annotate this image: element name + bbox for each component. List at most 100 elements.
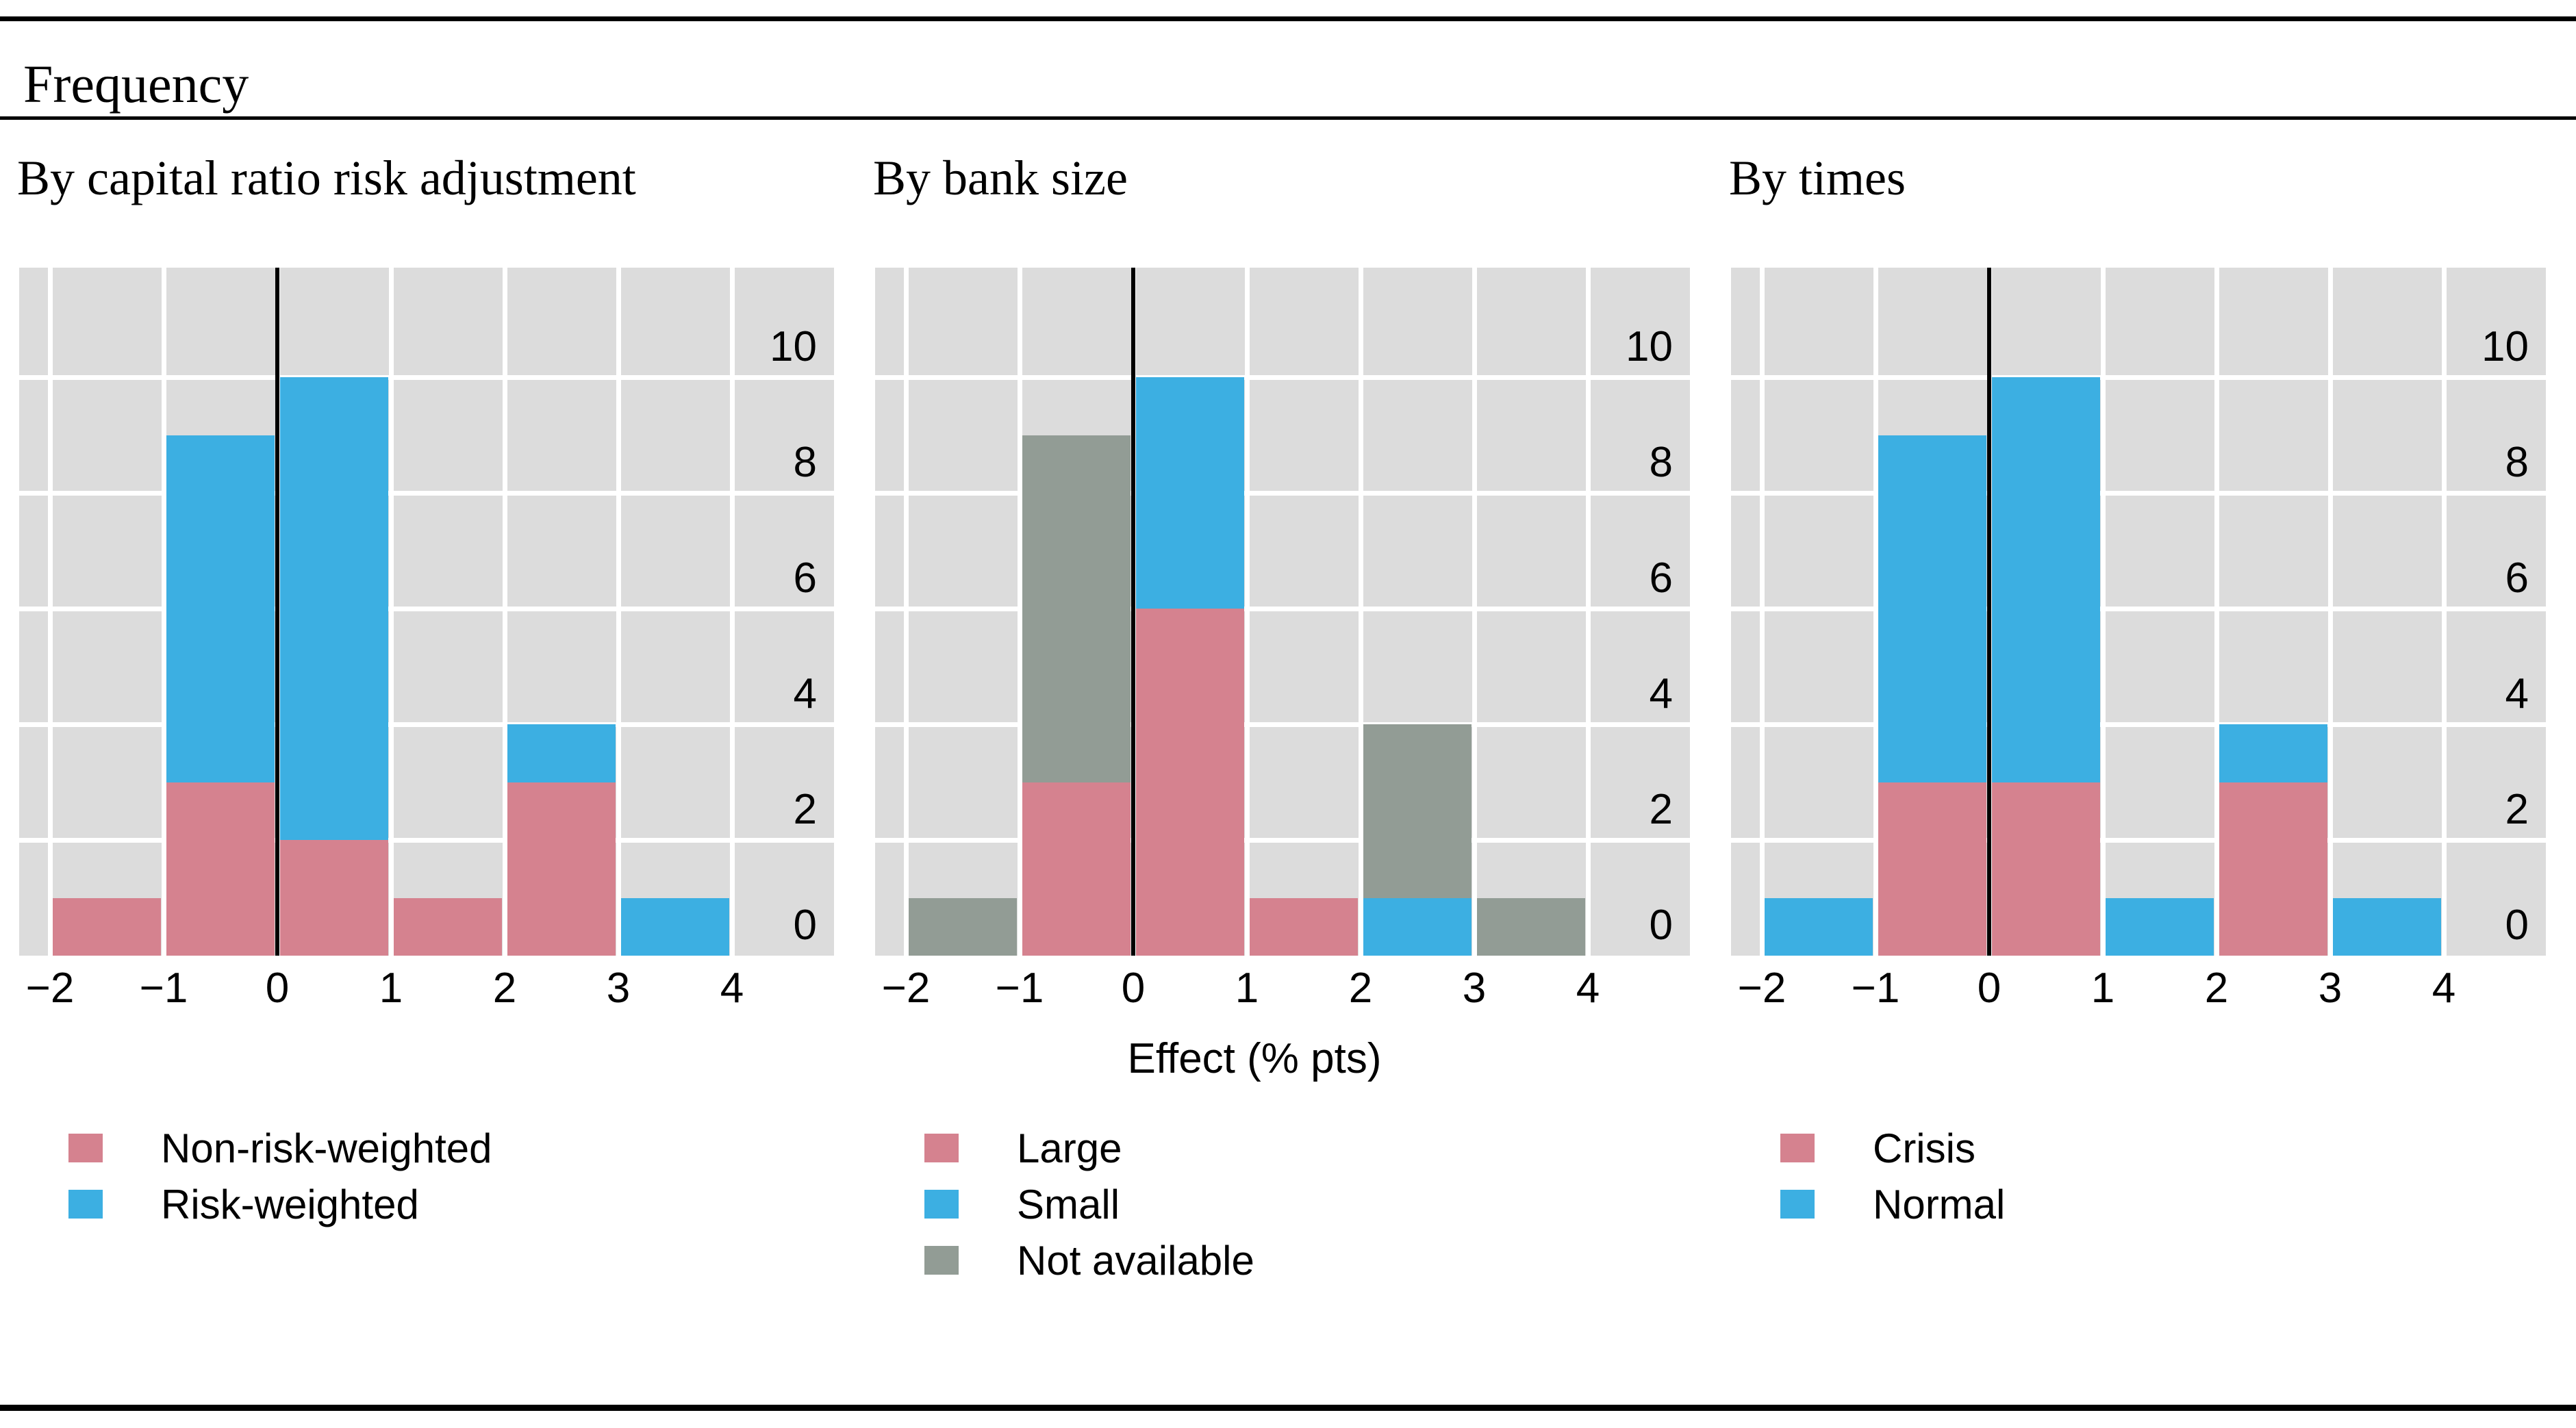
bar-segment	[2219, 782, 2327, 956]
x-tick-label: −2	[1737, 965, 1786, 1012]
y-tick-label: 4	[1649, 670, 1673, 717]
y-tick-label: 8	[2505, 439, 2529, 486]
v-gridline	[2100, 268, 2106, 956]
legend-swatch	[1780, 1134, 1815, 1162]
legend-label: Small	[1017, 1182, 1120, 1227]
x-tick-label: 2	[2204, 965, 2229, 1012]
x-tick-label: 1	[1235, 965, 1259, 1012]
bar-segment	[1022, 435, 1131, 782]
bar-segment	[621, 897, 729, 956]
x-tick-label: 4	[1576, 965, 1600, 1012]
top-rule	[0, 16, 2576, 21]
y-tick-label: 2	[1649, 786, 1673, 833]
x-tick-label: 3	[606, 965, 631, 1012]
bar-segment	[1878, 435, 1986, 782]
legend-label: Non-risk-weighted	[161, 1125, 492, 1171]
bottom-rule	[0, 1405, 2576, 1411]
v-gridline	[47, 268, 53, 956]
y-tick-label: 0	[793, 902, 817, 949]
x-tick-label: 3	[1462, 965, 1487, 1012]
legend-label: Not available	[1017, 1238, 1254, 1284]
bar-segment	[909, 897, 1017, 956]
x-axis-title: Effect (% pts)	[1127, 1035, 1382, 1082]
h-gridline	[875, 374, 1690, 380]
bar-segment	[1250, 897, 1358, 956]
h-gridline	[19, 374, 834, 380]
v-gridline	[1759, 268, 1765, 956]
bar-segment	[53, 897, 161, 956]
v-gridline	[1585, 268, 1591, 956]
h-gridline	[19, 837, 834, 843]
plot-area-2: 0 2 4 6 8 10	[875, 268, 1690, 956]
title-divider-rule	[0, 116, 2576, 120]
bar-segment	[2106, 897, 2214, 956]
y-tick-label: 0	[1649, 902, 1673, 949]
h-gridline	[875, 606, 1690, 611]
y-tick-label: 4	[793, 670, 817, 717]
h-gridline	[1731, 837, 2546, 843]
figure-title: Frequency	[23, 54, 249, 114]
bar-segment	[507, 724, 616, 782]
x-tick-label: 1	[379, 965, 403, 1012]
h-gridline	[875, 490, 1690, 496]
x-tick-label: 4	[720, 965, 744, 1012]
y-tick-label: 10	[1626, 323, 1673, 370]
h-gridline	[1731, 490, 2546, 496]
x-tick-label: −1	[139, 965, 188, 1012]
v-gridline	[616, 268, 621, 956]
y-tick-label: 8	[793, 439, 817, 486]
x-tick-label: 2	[492, 965, 517, 1012]
bar-segment	[1363, 897, 1472, 956]
bar-segment	[1136, 609, 1244, 956]
legend-swatch	[924, 1134, 959, 1162]
x-tick-label: 0	[265, 965, 290, 1012]
bar-segment	[1992, 377, 2100, 782]
bar-segment	[507, 782, 616, 956]
h-gridline	[875, 722, 1690, 727]
panel-title-1: By capital ratio risk adjustment	[17, 151, 636, 205]
zero-axis-line	[1987, 268, 1991, 956]
bar-segment	[1477, 897, 1585, 956]
h-gridline	[19, 606, 834, 611]
v-gridline	[2214, 268, 2219, 956]
x-tick-label: 1	[2091, 965, 2115, 1012]
x-tick-label: 0	[1977, 965, 2002, 1012]
v-gridline	[161, 268, 166, 956]
x-tick-label: −2	[25, 965, 75, 1012]
y-tick-label: 6	[2505, 554, 2529, 602]
y-tick-label: 4	[2505, 670, 2529, 717]
x-tick-label: −1	[1851, 965, 1900, 1012]
legend-swatch	[924, 1190, 959, 1219]
v-gridline	[502, 268, 507, 956]
v-gridline	[1358, 268, 1363, 956]
y-tick-label: 6	[1649, 554, 1673, 602]
v-gridline	[2441, 268, 2447, 956]
v-gridline	[1472, 268, 1477, 956]
legend-label: Large	[1017, 1125, 1122, 1171]
x-tick-label: 3	[2318, 965, 2343, 1012]
v-gridline	[729, 268, 735, 956]
bar-segment	[1022, 782, 1131, 956]
bar-segment	[1992, 782, 2100, 956]
legend-label: Normal	[1873, 1182, 2006, 1227]
x-tick-label: 4	[2432, 965, 2456, 1012]
h-gridline	[1731, 722, 2546, 727]
v-gridline	[2327, 268, 2333, 956]
bar-segment	[166, 782, 275, 956]
legend-swatch	[1780, 1190, 1815, 1219]
bar-segment	[394, 897, 502, 956]
y-tick-label: 6	[793, 554, 817, 602]
legend-label: Crisis	[1873, 1125, 1975, 1171]
h-gridline	[19, 722, 834, 727]
y-tick-label: 2	[2505, 786, 2529, 833]
v-gridline	[1017, 268, 1022, 956]
panel-title-2: By bank size	[873, 151, 1128, 205]
bar-segment	[166, 435, 275, 782]
legend-label: Risk-weighted	[161, 1182, 419, 1227]
h-gridline	[1731, 374, 2546, 380]
legend-swatch	[68, 1190, 103, 1219]
v-gridline	[903, 268, 909, 956]
bar-segment	[1363, 724, 1472, 898]
bar-segment	[1765, 897, 1873, 956]
